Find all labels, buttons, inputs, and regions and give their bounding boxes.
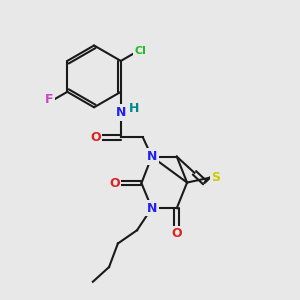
Text: O: O: [90, 131, 101, 144]
Text: Cl: Cl: [134, 46, 146, 56]
Text: O: O: [109, 177, 120, 190]
Text: F: F: [44, 93, 53, 106]
Text: N: N: [147, 150, 158, 163]
Text: N: N: [147, 202, 157, 215]
Text: S: S: [211, 171, 220, 184]
Text: O: O: [172, 227, 182, 240]
Text: H: H: [129, 102, 139, 116]
Text: N: N: [116, 106, 126, 119]
